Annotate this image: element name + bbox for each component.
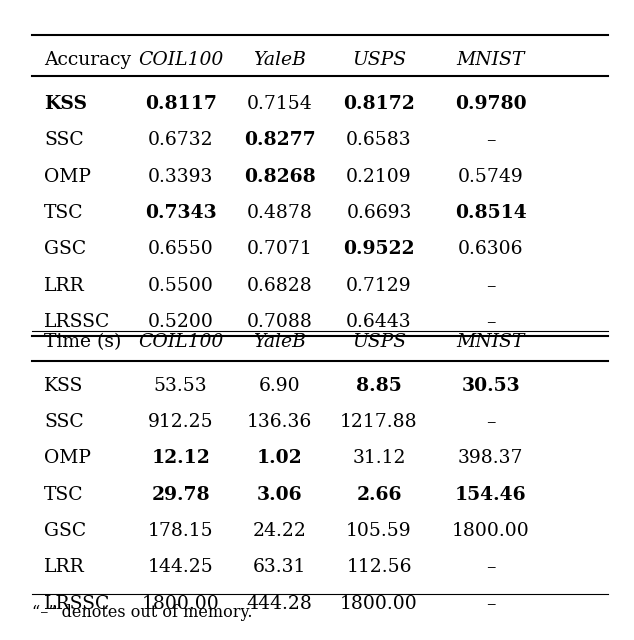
Text: 0.5200: 0.5200 xyxy=(148,313,214,331)
Text: GSC: GSC xyxy=(44,522,86,540)
Text: KSS: KSS xyxy=(44,377,84,395)
Text: 0.5500: 0.5500 xyxy=(148,276,214,294)
Text: 0.8514: 0.8514 xyxy=(455,204,526,222)
Text: 144.25: 144.25 xyxy=(148,558,214,576)
Text: 1.02: 1.02 xyxy=(257,449,302,467)
Text: LRSSC: LRSSC xyxy=(44,595,110,612)
Text: 0.3393: 0.3393 xyxy=(148,168,213,186)
Text: LRR: LRR xyxy=(44,558,85,576)
Text: –: – xyxy=(486,595,495,612)
Text: 154.46: 154.46 xyxy=(455,486,526,504)
Text: –: – xyxy=(486,413,495,431)
Text: 0.6828: 0.6828 xyxy=(247,276,313,294)
Text: 1800.00: 1800.00 xyxy=(340,595,418,612)
Text: 0.7088: 0.7088 xyxy=(247,313,313,331)
Text: 53.53: 53.53 xyxy=(154,377,207,395)
Text: MNIST: MNIST xyxy=(456,333,525,351)
Text: 0.8277: 0.8277 xyxy=(244,131,316,149)
Text: 12.12: 12.12 xyxy=(151,449,210,467)
Text: 112.56: 112.56 xyxy=(346,558,411,576)
Text: 3.06: 3.06 xyxy=(257,486,302,504)
Text: 105.59: 105.59 xyxy=(346,522,412,540)
Text: 24.22: 24.22 xyxy=(253,522,307,540)
Text: 0.6550: 0.6550 xyxy=(148,240,214,259)
Text: COIL100: COIL100 xyxy=(138,51,223,69)
Text: 29.78: 29.78 xyxy=(152,486,210,504)
Text: –: – xyxy=(486,276,495,294)
Text: 0.7343: 0.7343 xyxy=(145,204,216,222)
Text: SSC: SSC xyxy=(44,131,84,149)
Text: LRSSC: LRSSC xyxy=(44,313,110,331)
Text: COIL100: COIL100 xyxy=(138,333,223,351)
Text: 1800.00: 1800.00 xyxy=(142,595,219,612)
Text: 0.6693: 0.6693 xyxy=(346,204,411,222)
Text: MNIST: MNIST xyxy=(456,51,525,69)
Text: 0.7154: 0.7154 xyxy=(247,95,313,113)
Text: Accuracy: Accuracy xyxy=(44,51,131,69)
Text: –: – xyxy=(486,313,495,331)
Text: 0.9522: 0.9522 xyxy=(343,240,415,259)
Text: 0.8117: 0.8117 xyxy=(145,95,217,113)
Text: TSC: TSC xyxy=(44,486,84,504)
Text: 912.25: 912.25 xyxy=(148,413,214,431)
Text: Time (s): Time (s) xyxy=(44,333,122,351)
Text: YaleB: YaleB xyxy=(254,51,306,69)
Text: 0.7129: 0.7129 xyxy=(346,276,412,294)
Text: 6.90: 6.90 xyxy=(259,377,301,395)
Text: 1217.88: 1217.88 xyxy=(340,413,418,431)
Text: 8.85: 8.85 xyxy=(356,377,402,395)
Text: 0.8268: 0.8268 xyxy=(244,168,316,186)
Text: 0.5749: 0.5749 xyxy=(458,168,524,186)
Text: 0.7071: 0.7071 xyxy=(247,240,313,259)
Text: –: – xyxy=(486,558,495,576)
Text: 31.12: 31.12 xyxy=(353,449,406,467)
Text: 30.53: 30.53 xyxy=(462,377,520,395)
Text: 1800.00: 1800.00 xyxy=(452,522,529,540)
Text: 444.28: 444.28 xyxy=(247,595,313,612)
Text: YaleB: YaleB xyxy=(254,333,306,351)
Text: 0.6306: 0.6306 xyxy=(458,240,524,259)
Text: 0.2109: 0.2109 xyxy=(346,168,412,186)
Text: 0.9780: 0.9780 xyxy=(455,95,526,113)
Text: SSC: SSC xyxy=(44,413,84,431)
Text: 0.6732: 0.6732 xyxy=(148,131,214,149)
Text: USPS: USPS xyxy=(352,51,406,69)
Text: 0.8172: 0.8172 xyxy=(343,95,415,113)
Text: 0.4878: 0.4878 xyxy=(247,204,313,222)
Text: 398.37: 398.37 xyxy=(458,449,524,467)
Text: LRR: LRR xyxy=(44,276,85,294)
Text: USPS: USPS xyxy=(352,333,406,351)
Text: KSS: KSS xyxy=(44,95,87,113)
Text: GSC: GSC xyxy=(44,240,86,259)
Text: 178.15: 178.15 xyxy=(148,522,214,540)
Text: 0.6443: 0.6443 xyxy=(346,313,412,331)
Text: –: – xyxy=(486,131,495,149)
Text: “–” denotes out of memory.: “–” denotes out of memory. xyxy=(32,604,252,621)
Text: 63.31: 63.31 xyxy=(253,558,306,576)
Text: 0.6583: 0.6583 xyxy=(346,131,412,149)
Text: 136.36: 136.36 xyxy=(247,413,313,431)
Text: OMP: OMP xyxy=(44,449,91,467)
Text: TSC: TSC xyxy=(44,204,84,222)
Text: OMP: OMP xyxy=(44,168,91,186)
Text: 2.66: 2.66 xyxy=(356,486,402,504)
